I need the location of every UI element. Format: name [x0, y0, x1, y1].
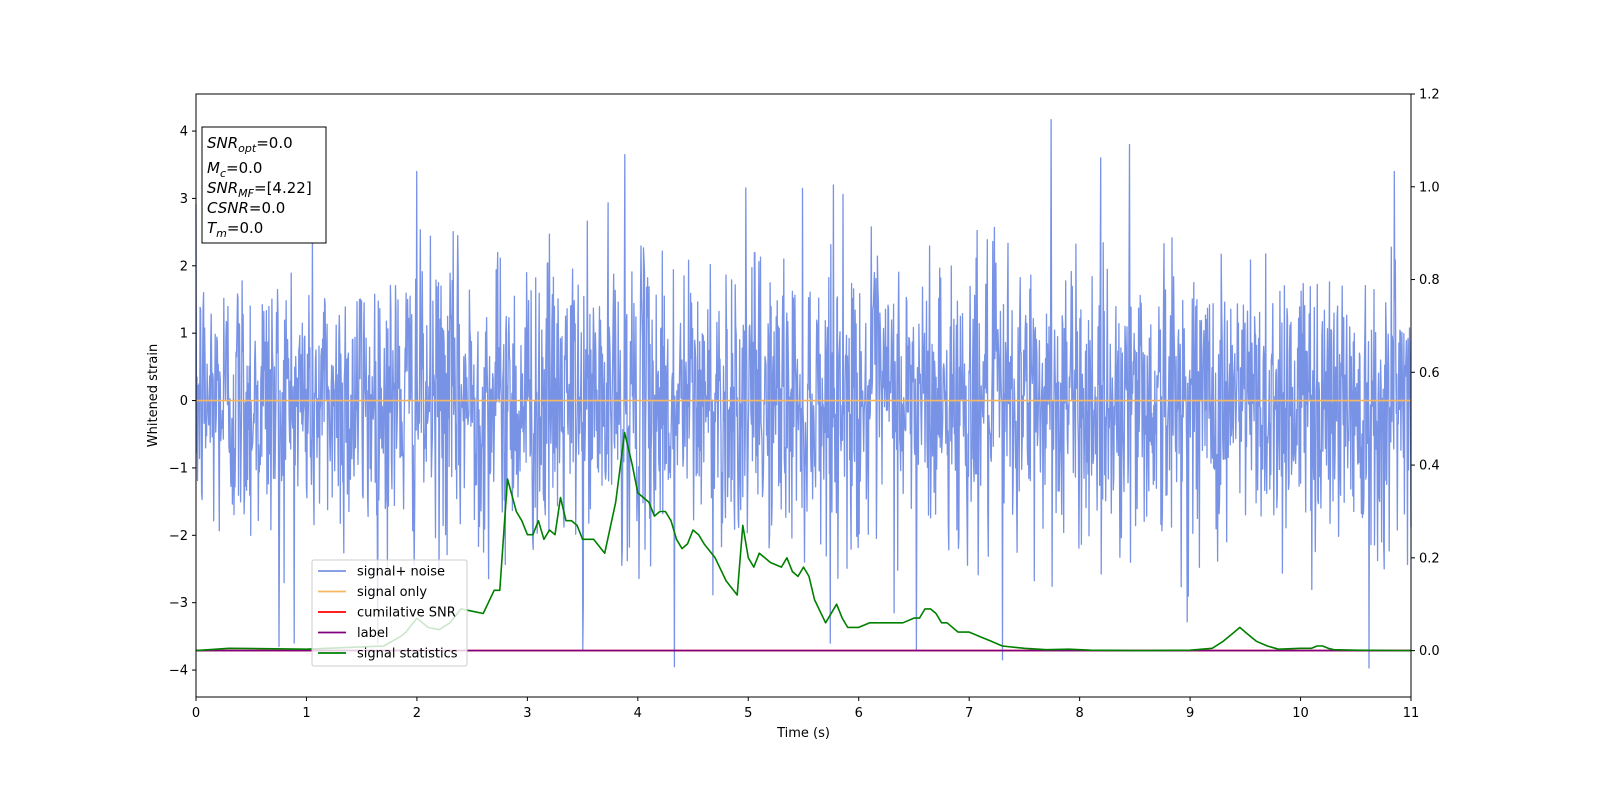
x-tick-label: 10	[1292, 706, 1309, 721]
y-axis-ticks: 4 3 2 1 0 −1 −2 −3 −4	[169, 125, 196, 679]
info-snr-mf: SNRMF=[4.22]	[207, 179, 312, 200]
y-tick-label: −1	[169, 461, 188, 476]
y2-tick-label: 0.4	[1419, 459, 1440, 474]
y-tick-label: 1	[180, 327, 188, 342]
x-tick-label: 9	[1186, 706, 1194, 721]
info-csnr: CSNR=0.0	[207, 199, 285, 217]
x-axis-ticks: 0 1 2 3 4 5 6 7 8 9 10 11	[192, 697, 1419, 721]
y2-axis-ticks: 0.0 0.2 0.4 0.6 0.8 1.0 1.2	[1411, 88, 1440, 659]
legend-label: signal+ noise	[357, 565, 445, 580]
legend-frame	[311, 559, 468, 667]
y2-tick-label: 0.0	[1419, 644, 1440, 659]
x-tick-label: 1	[302, 706, 310, 721]
legend-label: signal statistics	[357, 647, 458, 662]
y-axis-label: Whitened strain	[146, 344, 161, 447]
series-line-4	[195, 431, 1412, 652]
legend-label: label	[357, 626, 388, 641]
y2-tick-label: 0.8	[1419, 273, 1440, 288]
series-signal-noise	[195, 118, 1412, 669]
axes-frame	[195, 93, 1412, 698]
x-tick-label: 0	[192, 706, 200, 721]
x-tick-label: 8	[1075, 706, 1083, 721]
x-axis-label: Time (s)	[776, 726, 830, 741]
y-tick-label: 0	[180, 394, 188, 409]
x-tick-label: 4	[634, 706, 642, 721]
y-tick-label: −2	[169, 529, 188, 544]
info-mc: Mc=0.0	[207, 159, 262, 180]
y-tick-label: −3	[169, 596, 188, 611]
info-snr-opt: SNRopt=0.0	[207, 134, 293, 155]
legend-label: cumilative SNR	[357, 606, 456, 621]
signal-noise-series	[195, 118, 1412, 669]
y2-tick-label: 1.0	[1419, 180, 1440, 195]
y2-tick-label: 0.6	[1419, 366, 1440, 381]
x-tick-label: 11	[1403, 706, 1420, 721]
x-tick-label: 7	[965, 706, 973, 721]
y-tick-label: 2	[180, 259, 188, 274]
x-tick-label: 3	[523, 706, 531, 721]
legend: signal+ noise signal only cumilative SNR la…	[311, 559, 468, 667]
legend-label: signal only	[357, 585, 427, 600]
y2-tick-label: 1.2	[1419, 88, 1440, 103]
y2-tick-label: 0.2	[1419, 551, 1440, 566]
info-tm: Tm=0.0	[207, 219, 263, 240]
x-tick-label: 6	[855, 706, 863, 721]
y-tick-label: 4	[180, 125, 188, 140]
x-tick-label: 5	[744, 706, 752, 721]
y-tick-label: 3	[180, 192, 188, 207]
info-box-frame	[201, 126, 327, 244]
y-tick-label: −4	[169, 664, 188, 679]
x-tick-label: 2	[413, 706, 421, 721]
